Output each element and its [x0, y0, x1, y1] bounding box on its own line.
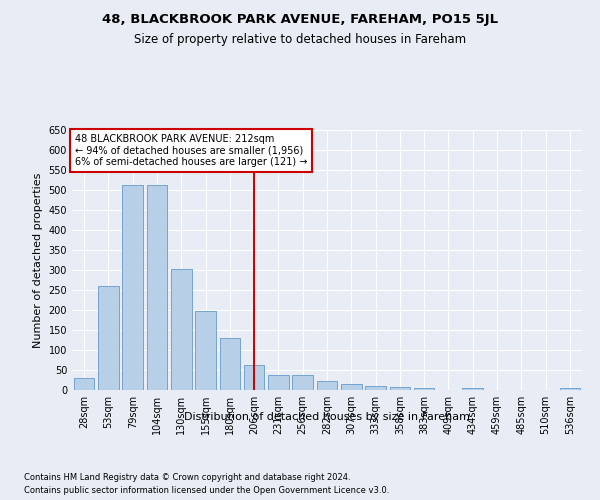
Bar [365, 386, 386, 390]
Bar [268, 375, 289, 390]
Text: Contains HM Land Registry data © Crown copyright and database right 2024.: Contains HM Land Registry data © Crown c… [24, 472, 350, 482]
Text: Distribution of detached houses by size in Fareham: Distribution of detached houses by size … [184, 412, 470, 422]
Bar [560, 388, 580, 390]
Bar [122, 185, 143, 390]
Bar [146, 185, 167, 390]
Text: 48 BLACKBROOK PARK AVENUE: 212sqm
← 94% of detached houses are smaller (1,956)
6: 48 BLACKBROOK PARK AVENUE: 212sqm ← 94% … [74, 134, 307, 167]
Bar [292, 375, 313, 390]
Bar [98, 286, 119, 390]
Bar [74, 378, 94, 390]
Text: 48, BLACKBROOK PARK AVENUE, FAREHAM, PO15 5JL: 48, BLACKBROOK PARK AVENUE, FAREHAM, PO1… [102, 12, 498, 26]
Bar [341, 384, 362, 390]
Bar [244, 365, 265, 390]
Bar [463, 388, 483, 390]
Bar [414, 388, 434, 390]
Text: Contains public sector information licensed under the Open Government Licence v3: Contains public sector information licen… [24, 486, 389, 495]
Bar [220, 338, 240, 390]
Y-axis label: Number of detached properties: Number of detached properties [33, 172, 43, 348]
Bar [171, 269, 191, 390]
Bar [389, 387, 410, 390]
Bar [317, 381, 337, 390]
Bar [195, 311, 216, 390]
Text: Size of property relative to detached houses in Fareham: Size of property relative to detached ho… [134, 32, 466, 46]
